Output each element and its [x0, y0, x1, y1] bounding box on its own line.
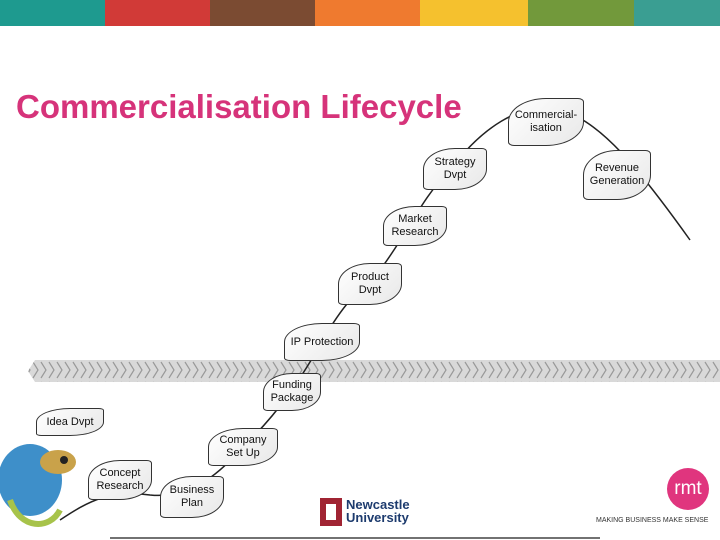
stage-label: Package — [270, 392, 314, 404]
stage-label: Funding — [272, 379, 312, 391]
stage: Strategy Dvpt — [423, 148, 487, 190]
timeline-band — [28, 360, 720, 382]
stage: Idea Dvpt — [36, 408, 104, 436]
chameleon — [0, 444, 76, 527]
stage: Revenue Generation — [583, 150, 651, 200]
stage: Business Plan — [160, 476, 224, 518]
stage: Concept Research — [88, 460, 152, 500]
rmt-text: rmt — [674, 478, 702, 499]
color-strip — [210, 0, 315, 26]
stage-label: Research — [96, 480, 144, 492]
color-strip — [634, 0, 720, 26]
university-logo — [320, 498, 342, 526]
title: Commercialisation Lifecycle — [16, 88, 462, 125]
stage: Product Dvpt — [338, 263, 402, 305]
rmt-logo — [667, 468, 709, 510]
logo-text: Newcastle — [346, 497, 410, 512]
stage-label: Plan — [180, 497, 204, 509]
stage-label: Dvpt — [443, 169, 467, 181]
color-strip — [105, 0, 210, 26]
color-strip — [528, 0, 634, 26]
stage-label: Generation — [589, 175, 645, 187]
stage: Commercial-isation — [508, 98, 584, 146]
stage-label: Business — [169, 484, 215, 496]
stage-label: IP Protection — [290, 335, 354, 348]
stage-label: Dvpt — [358, 284, 382, 296]
stage: IP Protection — [284, 323, 360, 361]
stage-label: Revenue — [594, 162, 640, 174]
logo-text: University — [346, 510, 409, 525]
stage-label: Set Up — [226, 447, 260, 459]
stage-label: isation — [530, 122, 562, 134]
stage: Funding Package — [263, 373, 321, 411]
stage-label: Strategy — [434, 156, 476, 168]
rmt-tagline: MAKING BUSINESS MAKE SENSE — [596, 517, 709, 524]
stage-label: Research — [391, 226, 439, 238]
color-strip — [315, 0, 420, 26]
stage: Company Set Up — [208, 428, 278, 466]
stage-label: Product — [351, 271, 389, 283]
stage-label: Concept — [99, 467, 141, 479]
stage-label: Market — [398, 213, 432, 225]
color-strip — [420, 0, 528, 26]
stage: Market Research — [383, 206, 447, 246]
stage-label: Company — [219, 434, 267, 446]
stage-label: Idea Dvpt — [46, 415, 94, 428]
color-strip — [0, 0, 105, 26]
university-name: Newcastle University — [346, 498, 410, 524]
stage-label: Commercial- — [514, 109, 578, 121]
